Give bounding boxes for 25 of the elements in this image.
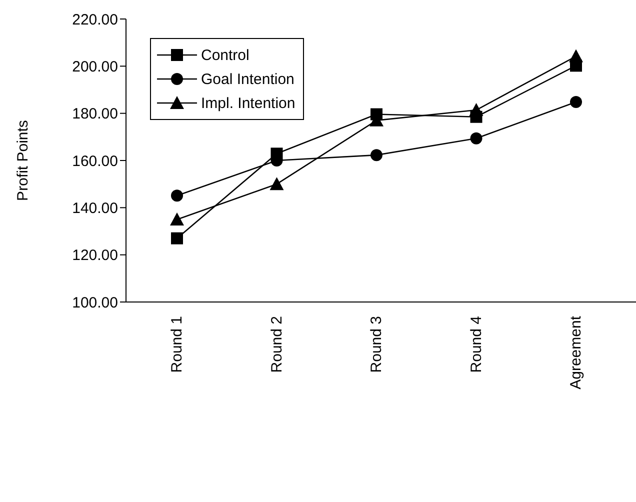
y-tick-label: 120.00 [72, 247, 118, 264]
point [470, 132, 482, 144]
y-tick-label: 100.00 [72, 294, 118, 312]
x-tick-label: Round 2 [268, 316, 286, 373]
y-axis-title: Profit Points [14, 120, 32, 201]
point [569, 49, 583, 62]
x-tick-label: Round 3 [368, 316, 385, 373]
y-tick-label: 140.00 [72, 200, 118, 217]
point [270, 177, 284, 190]
legend-label: Impl. Intention [201, 94, 296, 112]
point [171, 190, 183, 202]
x-tick-label: Agreement [568, 315, 584, 390]
y-tick-label: 200.00 [72, 58, 118, 76]
point [370, 149, 382, 162]
point [171, 232, 183, 244]
legend-label: Goal Intention [201, 70, 294, 88]
legend-label: Control [201, 46, 250, 64]
y-tick-label: 180.00 [72, 106, 118, 123]
point [570, 96, 582, 108]
x-tick-label: Round 4 [468, 316, 485, 373]
point [170, 212, 184, 226]
point [469, 103, 484, 116]
y-tick-label: 160.00 [72, 152, 118, 170]
x-tick-label: Round 1 [168, 316, 186, 373]
y-tick-label: 220.00 [72, 11, 118, 28]
